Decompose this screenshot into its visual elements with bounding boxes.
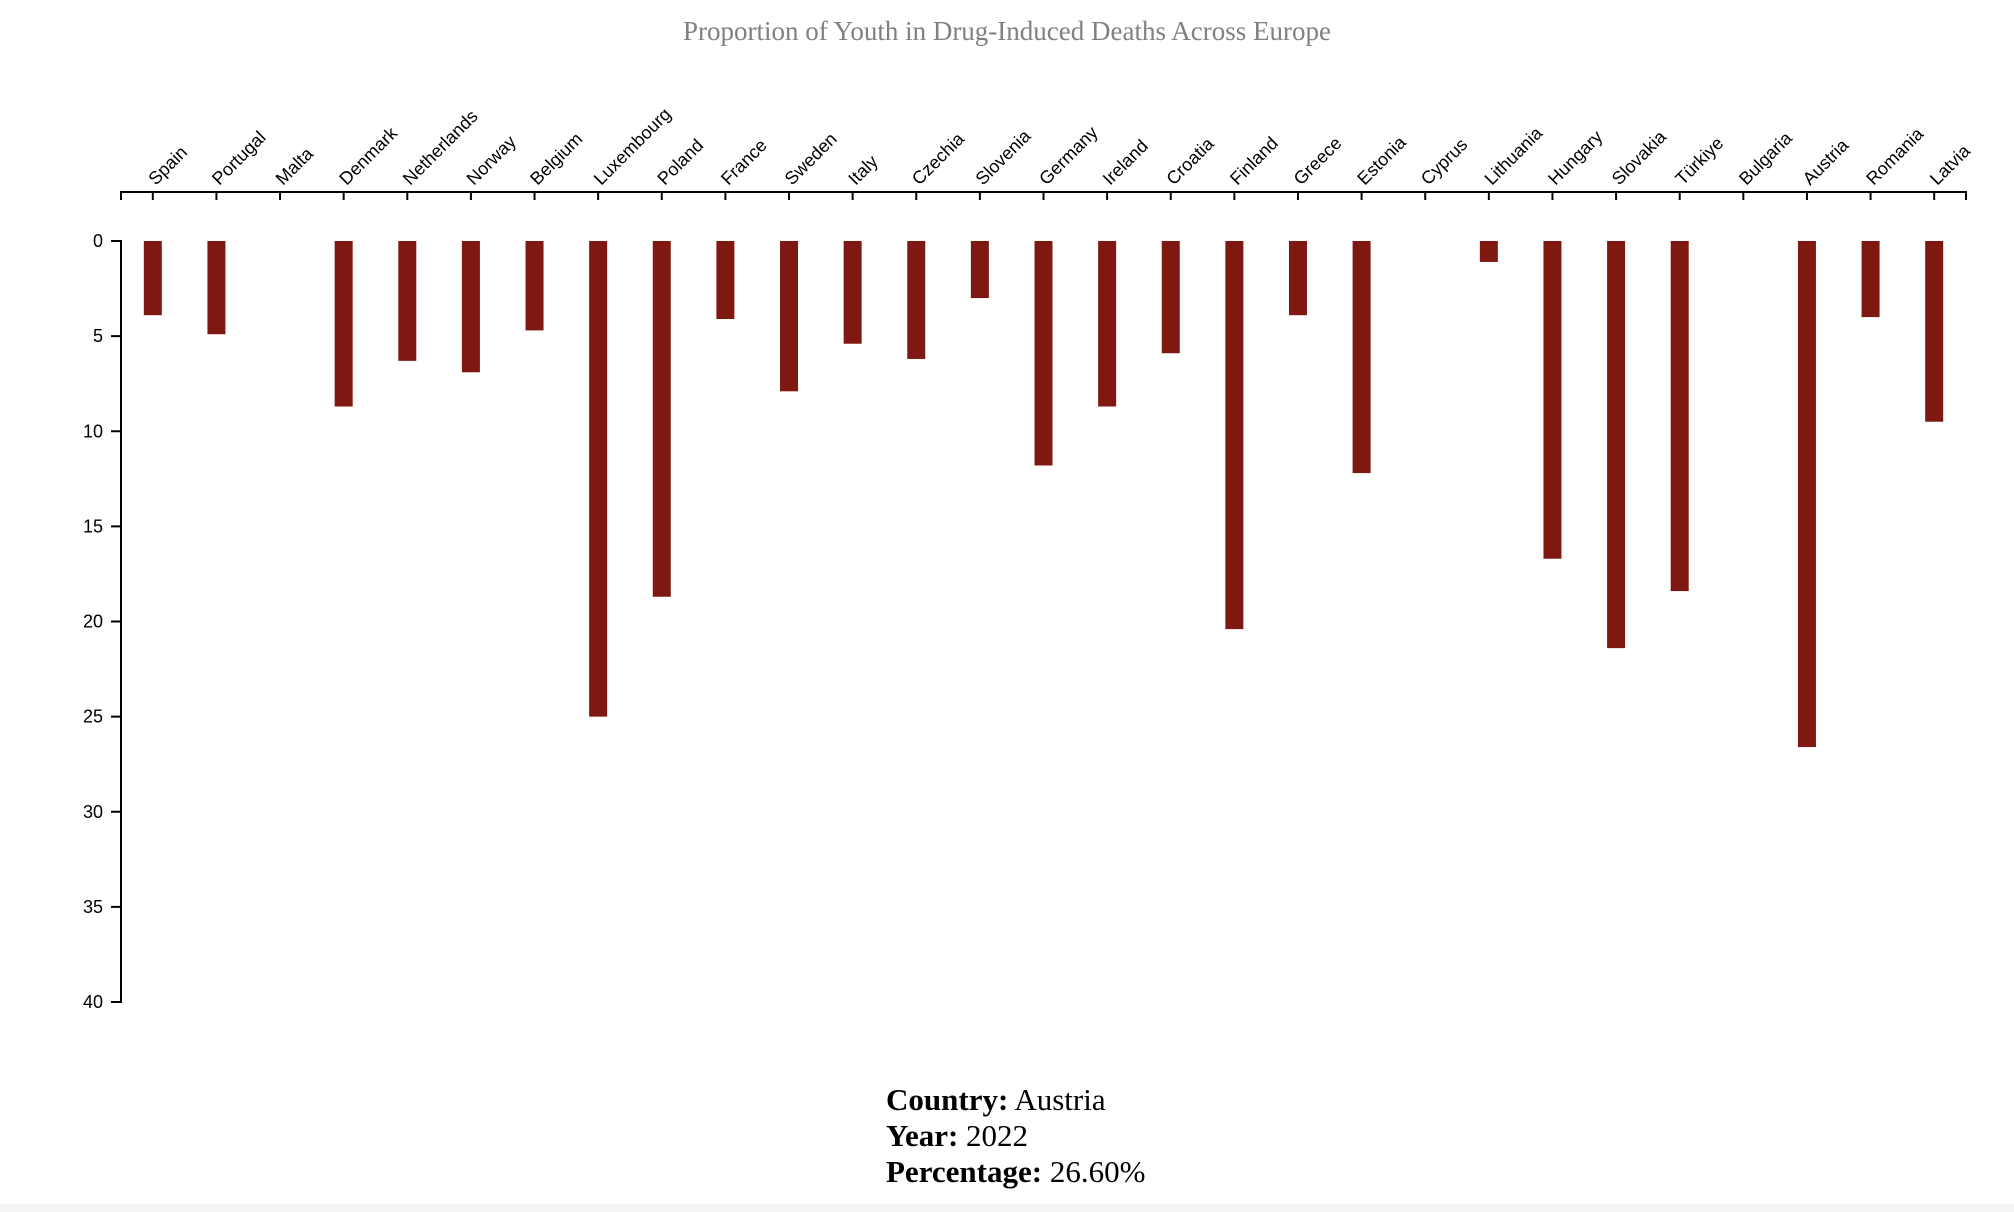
x-tick-label-cyprus: Cyprus <box>1417 134 1471 188</box>
y-tick-label-5: 5 <box>93 326 103 346</box>
bar-luxembourg[interactable] <box>589 241 608 717</box>
x-tick-label-estonia: Estonia <box>1353 132 1410 189</box>
y-tick-label-15: 15 <box>83 516 103 536</box>
x-tick-label-lithuania: Lithuania <box>1481 122 1548 189</box>
tooltip-year-label: Year: <box>886 1118 959 1153</box>
bar-slovenia[interactable] <box>970 241 989 299</box>
bar-sweden[interactable] <box>780 241 799 392</box>
bar-romania[interactable] <box>1861 241 1880 318</box>
tooltip-year-value: 2022 <box>966 1118 1029 1153</box>
bar-italy[interactable] <box>843 241 862 344</box>
x-tick-label-sweden: Sweden <box>781 129 841 189</box>
x-tick-label-spain: Spain <box>144 142 191 189</box>
x-tick-label-germany: Germany <box>1035 122 1101 188</box>
y-axis: 0 5 10 15 20 25 30 35 40 <box>83 231 122 1012</box>
tooltip-country: Country: Austria <box>886 1082 1145 1118</box>
x-tick-label-latvia: Latvia <box>1926 140 1975 189</box>
y-tick-label-40: 40 <box>83 992 103 1012</box>
bar-greece[interactable] <box>1288 241 1307 316</box>
tooltip-country-label: Country: <box>886 1082 1009 1117</box>
bar-croatia[interactable] <box>1161 241 1180 354</box>
y-tick-label-25: 25 <box>83 707 103 727</box>
tooltip-percentage-label: Percentage: <box>886 1154 1043 1189</box>
x-tick-label-slovenia: Slovenia <box>972 125 1036 189</box>
x-tick-label-france: France <box>717 135 771 189</box>
bar-spain[interactable] <box>143 241 162 316</box>
bar-slovakia[interactable] <box>1607 241 1626 649</box>
x-tick-label-poland: Poland <box>653 135 707 189</box>
bar-latvia[interactable] <box>1925 241 1944 422</box>
bar-austria[interactable] <box>1797 241 1816 748</box>
y-tick-label-0: 0 <box>93 231 103 251</box>
bar-czechia[interactable] <box>907 241 926 359</box>
tooltip-percentage-value: 26.60% <box>1049 1154 1146 1189</box>
x-tick-label-denmark: Denmark <box>335 122 401 188</box>
y-tick-label-10: 10 <box>83 421 103 441</box>
x-tick-label-ireland: Ireland <box>1099 136 1152 189</box>
bar-belgium[interactable] <box>525 241 544 331</box>
x-tick-label-turkiye: Türkiye <box>1671 133 1727 189</box>
bar-poland[interactable] <box>652 241 671 597</box>
x-tick-label-malta: Malta <box>272 143 318 189</box>
y-tick-label-30: 30 <box>83 802 103 822</box>
bar-portugal[interactable] <box>207 241 226 335</box>
x-tick-label-greece: Greece <box>1290 133 1346 189</box>
x-tick-label-croatia: Croatia <box>1162 133 1218 189</box>
bars-layer <box>143 241 1944 748</box>
x-tick-label-romania: Romania <box>1862 123 1928 189</box>
bar-hungary[interactable] <box>1543 241 1562 559</box>
tooltip-country-value: Austria <box>1014 1082 1106 1117</box>
x-tick-label-portugal: Portugal <box>208 127 270 189</box>
bar-denmark[interactable] <box>334 241 353 407</box>
x-tick-label-belgium: Belgium <box>526 129 586 189</box>
bar-norway[interactable] <box>461 241 480 373</box>
bottom-strip <box>0 1204 2014 1212</box>
bar-ireland[interactable] <box>1098 241 1117 407</box>
tooltip-percentage: Percentage: 26.60% <box>886 1154 1145 1190</box>
bar-lithuania[interactable] <box>1479 241 1498 262</box>
bar-estonia[interactable] <box>1352 241 1371 474</box>
bar-turkiye[interactable] <box>1670 241 1689 592</box>
bar-germany[interactable] <box>1034 241 1053 466</box>
x-axis: Spain Portugal Malta DenmarkNetherlandsNorw… <box>120 104 1975 200</box>
x-tick-label-austria: Austria <box>1799 134 1853 188</box>
y-tick-label-20: 20 <box>83 612 103 632</box>
bar-france[interactable] <box>716 241 735 320</box>
y-tick-label-35: 35 <box>83 897 103 917</box>
x-tick-label-slovakia: Slovakia <box>1608 126 1671 189</box>
x-tick-label-finland: Finland <box>1226 133 1282 189</box>
bar-netherlands[interactable] <box>398 241 417 361</box>
bar-finland[interactable] <box>1225 241 1244 630</box>
x-tick-label-bulgaria: Bulgaria <box>1735 127 1797 189</box>
x-tick-label-italy: Italy <box>844 151 881 188</box>
x-tick-label-hungary: Hungary <box>1544 127 1606 189</box>
x-tick-label-norway: Norway <box>463 132 520 189</box>
x-tick-label-czechia: Czechia <box>908 128 969 189</box>
chart-title: Proportion of Youth in Drug-Induced Deat… <box>683 16 1331 46</box>
tooltip-year: Year: 2022 <box>886 1118 1145 1154</box>
tooltip: Country: Austria Year: 2022 Percentage: … <box>886 1082 1145 1190</box>
